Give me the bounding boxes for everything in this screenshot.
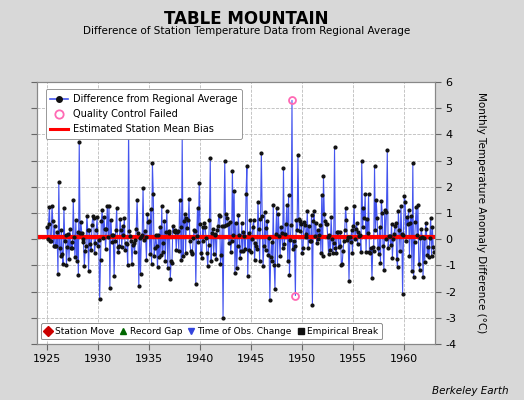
Text: TABLE MOUNTAIN: TABLE MOUNTAIN <box>164 10 329 28</box>
Y-axis label: Monthly Temperature Anomaly Difference (°C): Monthly Temperature Anomaly Difference (… <box>476 92 486 334</box>
Text: Difference of Station Temperature Data from Regional Average: Difference of Station Temperature Data f… <box>83 26 410 36</box>
Text: Berkeley Earth: Berkeley Earth <box>432 386 508 396</box>
Legend: Station Move, Record Gap, Time of Obs. Change, Empirical Break: Station Move, Record Gap, Time of Obs. C… <box>41 323 382 340</box>
